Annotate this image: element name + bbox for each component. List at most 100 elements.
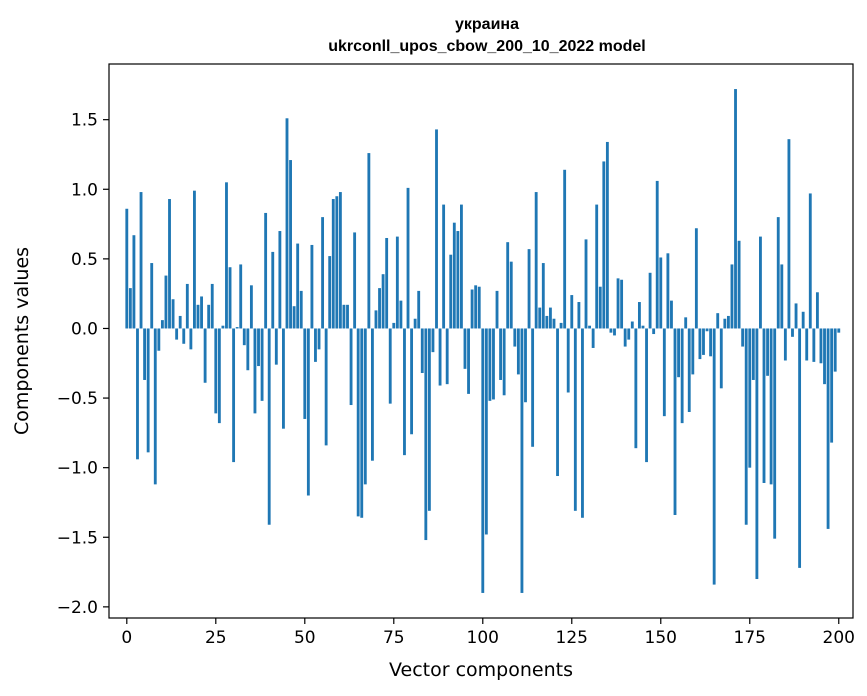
- bar-component-157: [684, 317, 688, 329]
- bar-component-162: [702, 328, 705, 355]
- bar-component-196: [823, 328, 826, 385]
- bar-component-11: [164, 275, 168, 329]
- bar-component-79: [406, 187, 410, 329]
- bar-component-131: [591, 328, 595, 348]
- bar-component-46: [289, 160, 292, 329]
- bar-component-53: [314, 328, 317, 362]
- bar-component-100: [481, 328, 485, 593]
- bar-component-174: [744, 328, 748, 525]
- bar-component-39: [264, 212, 268, 329]
- bar-component-42: [274, 328, 278, 365]
- bar-component-133: [598, 286, 602, 329]
- bar-component-81: [413, 318, 417, 329]
- bar-component-192: [808, 193, 812, 329]
- bar-component-59: [335, 196, 339, 329]
- bar-component-1: [128, 288, 132, 329]
- bar-component-195: [819, 328, 823, 364]
- bar-component-187: [791, 328, 794, 337]
- bar-component-185: [783, 328, 787, 361]
- bar-component-161: [698, 328, 702, 360]
- bar-component-188: [794, 303, 798, 329]
- bars-group: [125, 89, 841, 593]
- bar-component-30: [232, 328, 236, 463]
- bar-component-17: [185, 283, 189, 329]
- plot-area-frame: [108, 63, 854, 619]
- bar-component-80: [410, 328, 414, 435]
- bar-component-194: [815, 292, 819, 329]
- bar-component-2: [132, 235, 136, 329]
- bar-component-18: [189, 328, 193, 350]
- bar-component-92: [452, 222, 456, 329]
- bar-component-83: [420, 328, 424, 374]
- bar-component-129: [584, 239, 588, 329]
- bar-component-164: [709, 328, 713, 357]
- bar-component-91: [449, 254, 453, 329]
- bar-component-88: [438, 328, 442, 386]
- bar-component-182: [773, 328, 777, 539]
- bar-component-87: [435, 129, 438, 329]
- bar-component-122: [559, 322, 563, 329]
- bar-component-12: [168, 199, 171, 329]
- bar-component-61: [342, 304, 346, 329]
- bar-component-130: [588, 325, 591, 329]
- bar-component-180: [766, 328, 769, 376]
- bar-component-167: [719, 328, 723, 389]
- bar-component-136: [609, 328, 613, 333]
- bar-component-86: [431, 328, 435, 353]
- bar-component-104: [495, 290, 499, 329]
- bar-component-134: [602, 161, 606, 329]
- bar-component-50: [303, 328, 307, 419]
- bar-component-29: [228, 267, 232, 329]
- bar-component-74: [388, 328, 392, 404]
- bar-component-25: [214, 328, 218, 414]
- bar-component-35: [249, 285, 253, 329]
- y-axis-ticks: −2.0 −1.5 −1.0 −0.5 0.0 0.5 1.0 1.5: [57, 111, 109, 618]
- bar-component-77: [399, 300, 403, 329]
- bar-component-191: [805, 328, 809, 361]
- bar-component-139: [620, 279, 624, 329]
- bar-component-56: [324, 328, 328, 446]
- bar-component-44: [282, 328, 285, 429]
- bar-component-84: [424, 328, 428, 541]
- bar-component-109: [513, 328, 517, 347]
- bar-component-47: [292, 306, 296, 329]
- bar-component-170: [730, 264, 734, 329]
- bar-component-151: [662, 328, 666, 417]
- bar-component-57: [328, 256, 332, 329]
- y-tick-label: −1.5: [57, 528, 98, 548]
- bar-component-70: [374, 310, 378, 329]
- bar-component-76: [395, 236, 399, 329]
- x-tick-label: 50: [294, 628, 316, 648]
- bar-component-40: [267, 328, 271, 525]
- bar-component-97: [470, 289, 474, 329]
- bar-component-183: [776, 217, 780, 329]
- bar-component-63: [349, 328, 353, 406]
- bar-component-103: [492, 328, 495, 400]
- bar-component-5: [143, 328, 147, 380]
- chart-subtitle: ukrconll_upos_cbow_200_10_2022 model: [328, 38, 645, 55]
- bar-component-116: [538, 307, 542, 329]
- chart-title: украина: [455, 16, 519, 33]
- bar-component-177: [755, 328, 759, 580]
- bar-component-137: [613, 328, 616, 336]
- bar-component-168: [723, 318, 727, 329]
- bar-component-27: [221, 325, 225, 329]
- bar-component-169: [726, 315, 730, 329]
- bar-component-145: [641, 325, 645, 329]
- bar-component-193: [812, 328, 816, 362]
- bar-component-105: [499, 328, 503, 380]
- bar-component-184: [780, 264, 784, 329]
- bar-component-135: [605, 141, 609, 329]
- bar-component-146: [645, 328, 648, 463]
- bar-component-155: [677, 328, 680, 378]
- bar-component-33: [242, 328, 246, 346]
- bar-component-148: [652, 328, 656, 335]
- bar-component-7: [150, 263, 154, 329]
- bar-component-34: [246, 328, 250, 371]
- bar-component-114: [531, 328, 535, 447]
- bar-component-200: [837, 328, 841, 333]
- bar-component-45: [285, 118, 289, 329]
- bar-component-16: [182, 328, 186, 344]
- bar-component-154: [673, 328, 677, 515]
- bar-component-36: [253, 328, 257, 414]
